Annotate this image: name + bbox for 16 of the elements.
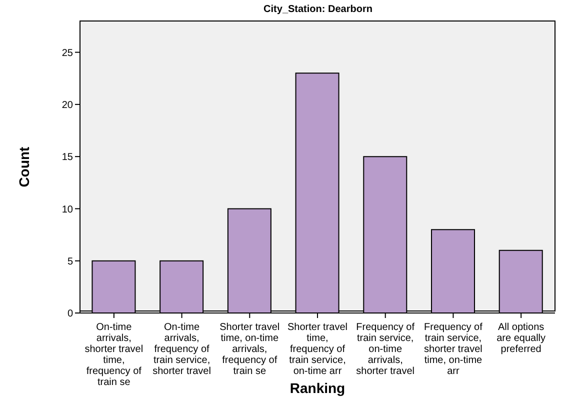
y-tick-label: 15 <box>62 152 74 164</box>
y-tick-label: 20 <box>62 100 74 111</box>
x-tick-label: Frequency of train service, on-time arrivals, shorter travel <box>356 322 415 377</box>
x-tick-label: Shorter travel time, frequency of train service, on-time arr <box>287 322 348 377</box>
y-tick-label: 10 <box>62 204 74 216</box>
x-tick-label: All options are equally preferred <box>496 322 546 355</box>
y-tick-label: 0 <box>67 308 74 320</box>
y-tick-label: 5 <box>67 256 74 268</box>
x-axis-title: Ranking <box>290 380 346 396</box>
y-tick-label: 25 <box>62 48 74 59</box>
x-tick-label: Frequency of train service, shorter travel time, on-time arr <box>424 322 483 377</box>
chart-title: City_Station: Dearborn <box>262 4 374 15</box>
x-tick-label: On-time arrivals, frequency of train service, shorter travel <box>152 322 211 377</box>
x-tick-label: On-time arrivals, shorter travel time, frequency of train se <box>84 322 144 388</box>
y-axis-title: Count <box>16 146 32 188</box>
x-tick-label: Shorter travel time, on-time arrivals, frequency of train se <box>220 322 280 377</box>
